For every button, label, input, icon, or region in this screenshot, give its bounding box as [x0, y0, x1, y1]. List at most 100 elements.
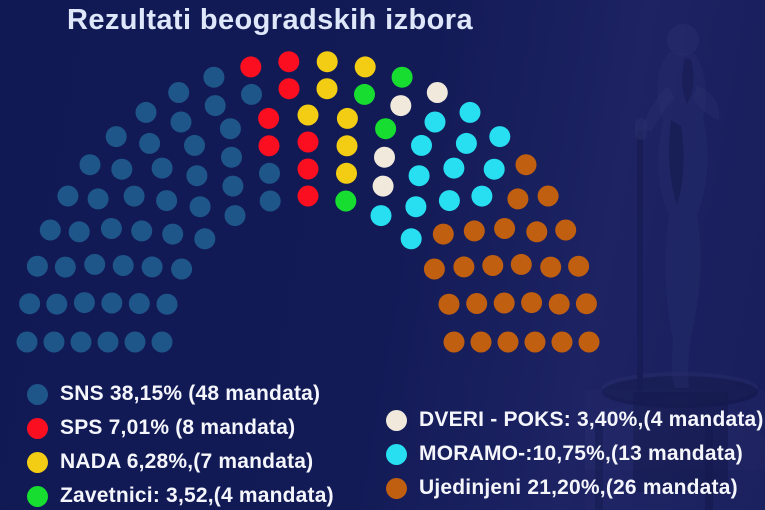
- seat-dot: [171, 258, 193, 280]
- seat-dot: [453, 256, 475, 278]
- seat-dot: [128, 293, 150, 314]
- seat-dot: [241, 83, 262, 105]
- seat-dot: [408, 165, 430, 187]
- seat-dot: [297, 131, 319, 153]
- seat-dot: [84, 253, 106, 275]
- seat-dot: [297, 158, 319, 180]
- seat-dot: [219, 118, 241, 140]
- seat-dot: [526, 221, 548, 243]
- seat-dot: [551, 331, 573, 353]
- legend-label: MORAMO-:10,75%,(13 mandata): [419, 442, 743, 465]
- legend-color-dot: [27, 451, 48, 473]
- legend-item: SPS 7,01% (8 mandata): [27, 411, 334, 445]
- seat-dot: [131, 220, 153, 242]
- seat-dot: [405, 196, 427, 218]
- seat-dot: [483, 158, 505, 180]
- legend-color-dot: [27, 485, 48, 507]
- seat-dot: [443, 331, 465, 353]
- seat-dot: [101, 292, 123, 314]
- page-title: Rezultati beogradskih izbora: [67, 4, 473, 36]
- seat-dot: [124, 331, 146, 353]
- seat-dot: [203, 66, 225, 88]
- seat-dot: [443, 157, 465, 179]
- seat-dot: [194, 228, 216, 250]
- seat-dot: [507, 188, 529, 210]
- legend-label: NADA 6,28%,(7 mandata): [60, 450, 314, 473]
- seat-dot: [258, 107, 280, 129]
- seat-dot: [186, 165, 208, 187]
- seat-dot: [455, 132, 477, 154]
- seat-dot: [548, 293, 570, 315]
- seat-dot: [471, 185, 493, 207]
- seat-dot: [432, 223, 454, 245]
- seat-dot: [259, 162, 280, 184]
- seat-dot: [497, 331, 519, 353]
- seat-dot: [151, 157, 173, 179]
- seat-dot: [375, 118, 397, 140]
- legend-label: Ujedinjeni 21,20%,(26 mandata): [419, 476, 738, 499]
- seat-dot: [184, 134, 205, 156]
- seat-dot: [390, 95, 412, 117]
- seat-dot: [494, 218, 516, 239]
- legend-item: Zavetnici: 3,52,(4 mandata): [27, 479, 334, 510]
- seat-dot: [240, 56, 262, 78]
- seat-dot: [46, 293, 68, 315]
- seat-dot: [466, 293, 488, 314]
- seat-dot: [68, 221, 90, 243]
- seat-dot: [354, 83, 375, 105]
- seat-dot: [79, 154, 101, 176]
- seat-dot: [259, 190, 281, 212]
- seat-dot: [100, 218, 122, 239]
- legend-color-dot: [27, 383, 48, 405]
- legend-color-dot: [27, 417, 48, 439]
- legend-color-dot: [386, 477, 407, 499]
- seat-dot: [578, 331, 600, 353]
- seat-dot: [438, 293, 460, 315]
- seat-dot: [39, 219, 61, 241]
- legend-item: Ujedinjeni 21,20%,(26 mandata): [386, 471, 764, 505]
- seat-dot: [123, 185, 145, 207]
- seat-dot: [170, 111, 192, 133]
- legend-color-dot: [386, 443, 407, 465]
- legend-label: SNS 38,15% (48 mandata): [60, 382, 321, 405]
- seat-dot: [278, 51, 300, 73]
- seat-dot: [19, 293, 41, 315]
- legend-label: Zavetnici: 3,52,(4 mandata): [60, 484, 334, 507]
- seat-dot: [222, 175, 244, 197]
- seat-dot: [224, 205, 246, 227]
- seat-dot: [424, 111, 446, 133]
- seat-dot: [87, 188, 109, 210]
- seat-dot: [510, 253, 532, 275]
- parliament-chart: [16, 51, 600, 353]
- seat-dot: [258, 135, 280, 157]
- seat-dot: [141, 256, 163, 278]
- seat-dot: [411, 134, 432, 156]
- seat-dot: [537, 185, 559, 207]
- seat-dot: [372, 175, 394, 197]
- seat-dot: [221, 146, 242, 168]
- seat-dot: [521, 292, 543, 314]
- seat-dot: [391, 66, 413, 88]
- seat-dot: [426, 82, 448, 103]
- legend-left: SNS 38,15% (48 mandata) SPS 7,01% (8 mand…: [27, 377, 334, 510]
- seat-dot: [139, 132, 161, 154]
- seat-dot: [151, 331, 173, 353]
- seat-dot: [540, 256, 562, 278]
- seat-dot: [112, 255, 134, 276]
- seat-dot: [336, 162, 357, 184]
- seat-dot: [423, 258, 445, 280]
- seat-dot: [156, 190, 178, 212]
- seat-dot: [26, 255, 48, 277]
- seat-dot: [297, 185, 319, 207]
- seat-dot: [135, 101, 157, 123]
- legend-label: SPS 7,01% (8 mandata): [60, 416, 296, 439]
- seat-dot: [493, 292, 515, 314]
- seat-dot: [278, 78, 300, 100]
- seat-dot: [316, 78, 338, 100]
- seat-dot: [524, 331, 546, 353]
- seat-dot: [57, 185, 79, 207]
- seat-dot: [336, 107, 358, 129]
- seat-dot: [189, 196, 211, 218]
- seat-dot: [43, 331, 65, 353]
